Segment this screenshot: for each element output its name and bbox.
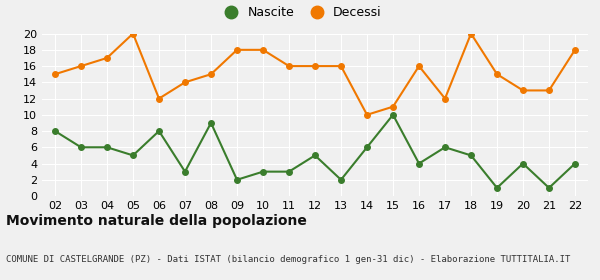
Nascite bbox=[311, 154, 319, 157]
Nascite bbox=[442, 146, 449, 149]
Decessi bbox=[545, 89, 553, 92]
Nascite bbox=[77, 146, 85, 149]
Text: COMUNE DI CASTELGRANDE (PZ) - Dati ISTAT (bilancio demografico 1 gen-31 dic) - E: COMUNE DI CASTELGRANDE (PZ) - Dati ISTAT… bbox=[6, 255, 571, 264]
Decessi bbox=[467, 32, 475, 35]
Decessi bbox=[442, 97, 449, 100]
Nascite bbox=[545, 186, 553, 190]
Decessi bbox=[52, 73, 59, 76]
Nascite bbox=[286, 170, 293, 173]
Nascite bbox=[155, 129, 163, 133]
Nascite bbox=[52, 129, 59, 133]
Decessi bbox=[311, 64, 319, 68]
Decessi bbox=[155, 97, 163, 100]
Nascite bbox=[181, 170, 188, 173]
Decessi bbox=[181, 81, 188, 84]
Decessi bbox=[364, 113, 371, 116]
Line: Decessi: Decessi bbox=[52, 31, 578, 118]
Nascite bbox=[467, 154, 475, 157]
Nascite bbox=[415, 162, 422, 165]
Nascite bbox=[364, 146, 371, 149]
Nascite bbox=[389, 113, 397, 116]
Nascite bbox=[520, 162, 527, 165]
Decessi bbox=[233, 48, 241, 52]
Nascite bbox=[130, 154, 137, 157]
Decessi bbox=[130, 32, 137, 35]
Decessi bbox=[571, 48, 578, 52]
Decessi bbox=[259, 48, 266, 52]
Text: Movimento naturale della popolazione: Movimento naturale della popolazione bbox=[6, 214, 307, 228]
Nascite bbox=[571, 162, 578, 165]
Decessi bbox=[286, 64, 293, 68]
Decessi bbox=[77, 64, 85, 68]
Nascite bbox=[208, 121, 215, 125]
Nascite bbox=[259, 170, 266, 173]
Nascite bbox=[103, 146, 110, 149]
Decessi bbox=[493, 73, 500, 76]
Decessi bbox=[389, 105, 397, 108]
Decessi bbox=[103, 56, 110, 60]
Decessi bbox=[208, 73, 215, 76]
Legend: Nascite, Decessi: Nascite, Decessi bbox=[218, 6, 382, 19]
Line: Nascite: Nascite bbox=[52, 112, 578, 191]
Decessi bbox=[415, 64, 422, 68]
Decessi bbox=[337, 64, 344, 68]
Nascite bbox=[337, 178, 344, 181]
Nascite bbox=[493, 186, 500, 190]
Nascite bbox=[233, 178, 241, 181]
Decessi bbox=[520, 89, 527, 92]
